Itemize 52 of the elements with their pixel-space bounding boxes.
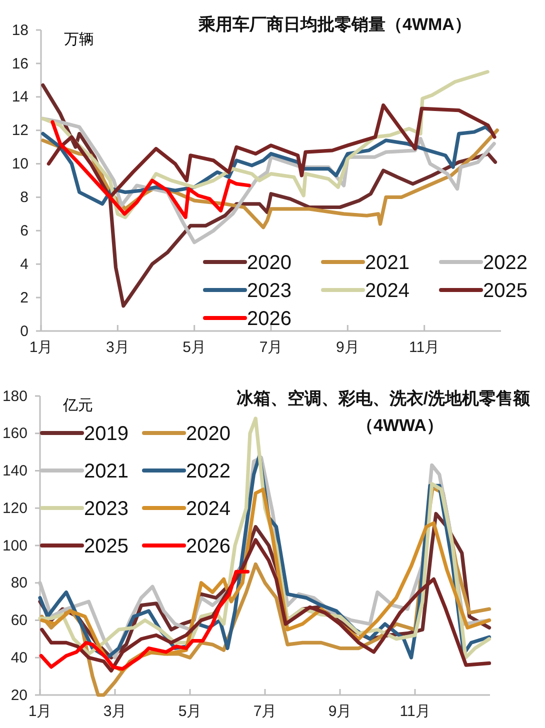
x-tick-label: 9月 (328, 703, 352, 720)
y-tick-label: 18 (12, 22, 28, 39)
x-tick-label: 7月 (253, 703, 277, 720)
x-tick-label: 1月 (28, 703, 52, 720)
x-tick-label: 5月 (178, 703, 202, 720)
legend-label: 2021 (84, 460, 128, 482)
legend-label: 2019 (84, 423, 128, 445)
y-tick-label: 0 (20, 322, 28, 340)
y-tick-label: 2 (20, 289, 28, 306)
y-tick-label: 160 (2, 425, 28, 442)
x-tick-label: 1月 (29, 339, 53, 356)
y-tick-label: 140 (2, 462, 28, 480)
line-series (50, 120, 251, 220)
line-series (39, 570, 250, 671)
y-tick-label: 6 (20, 222, 28, 240)
legend-label: 2026 (186, 536, 230, 558)
y-tick-label: 60 (10, 612, 28, 630)
x-tick-label: 3月 (106, 339, 130, 356)
legend-label: 2021 (365, 252, 410, 274)
legend-label: 2026 (247, 308, 292, 330)
y-tick-label: 10 (12, 156, 28, 173)
y-tick-label: 180 (2, 388, 28, 405)
y-tick-label: 16 (12, 55, 28, 72)
x-tick-label: 11月 (400, 703, 430, 720)
legend-label: 2022 (186, 460, 230, 482)
legend-label: 2020 (247, 252, 292, 274)
y-tick-label: 20 (10, 686, 28, 704)
y-tick-label: 8 (20, 189, 28, 206)
y-tick-label: 4 (20, 256, 28, 273)
chart-title: 乘用车厂商日均批零销量（4WMA） (198, 15, 472, 34)
x-tick-label: 7月 (259, 339, 283, 356)
y-tick-label: 12 (12, 122, 28, 140)
x-tick-label: 3月 (103, 703, 127, 720)
legend-label: 2024 (186, 498, 230, 520)
legend-label: 2023 (247, 280, 292, 302)
x-tick-label: 11月 (409, 339, 440, 356)
y-axis-title: 万辆 (64, 31, 94, 48)
legend-label: 2024 (365, 280, 410, 302)
x-tick-label: 9月 (336, 339, 360, 356)
legend-label: 2020 (186, 423, 230, 445)
y-tick-label: 120 (2, 500, 28, 517)
legend-label: 2025 (84, 536, 128, 558)
y-tick-label: 40 (10, 649, 28, 666)
legend-label: 2022 (483, 252, 528, 274)
y-axis-title: 亿元 (62, 397, 93, 414)
y-tick-label: 14 (12, 88, 28, 106)
y-tick-label: 100 (2, 537, 28, 554)
x-tick-label: 5月 (182, 339, 206, 356)
legend-label: 2025 (483, 280, 528, 302)
chart-title: 冰箱、空调、彩电、洗衣/洗地机零售额（4WWA） (236, 389, 531, 435)
legend-label: 2023 (84, 498, 128, 520)
y-tick-label: 80 (10, 574, 28, 592)
